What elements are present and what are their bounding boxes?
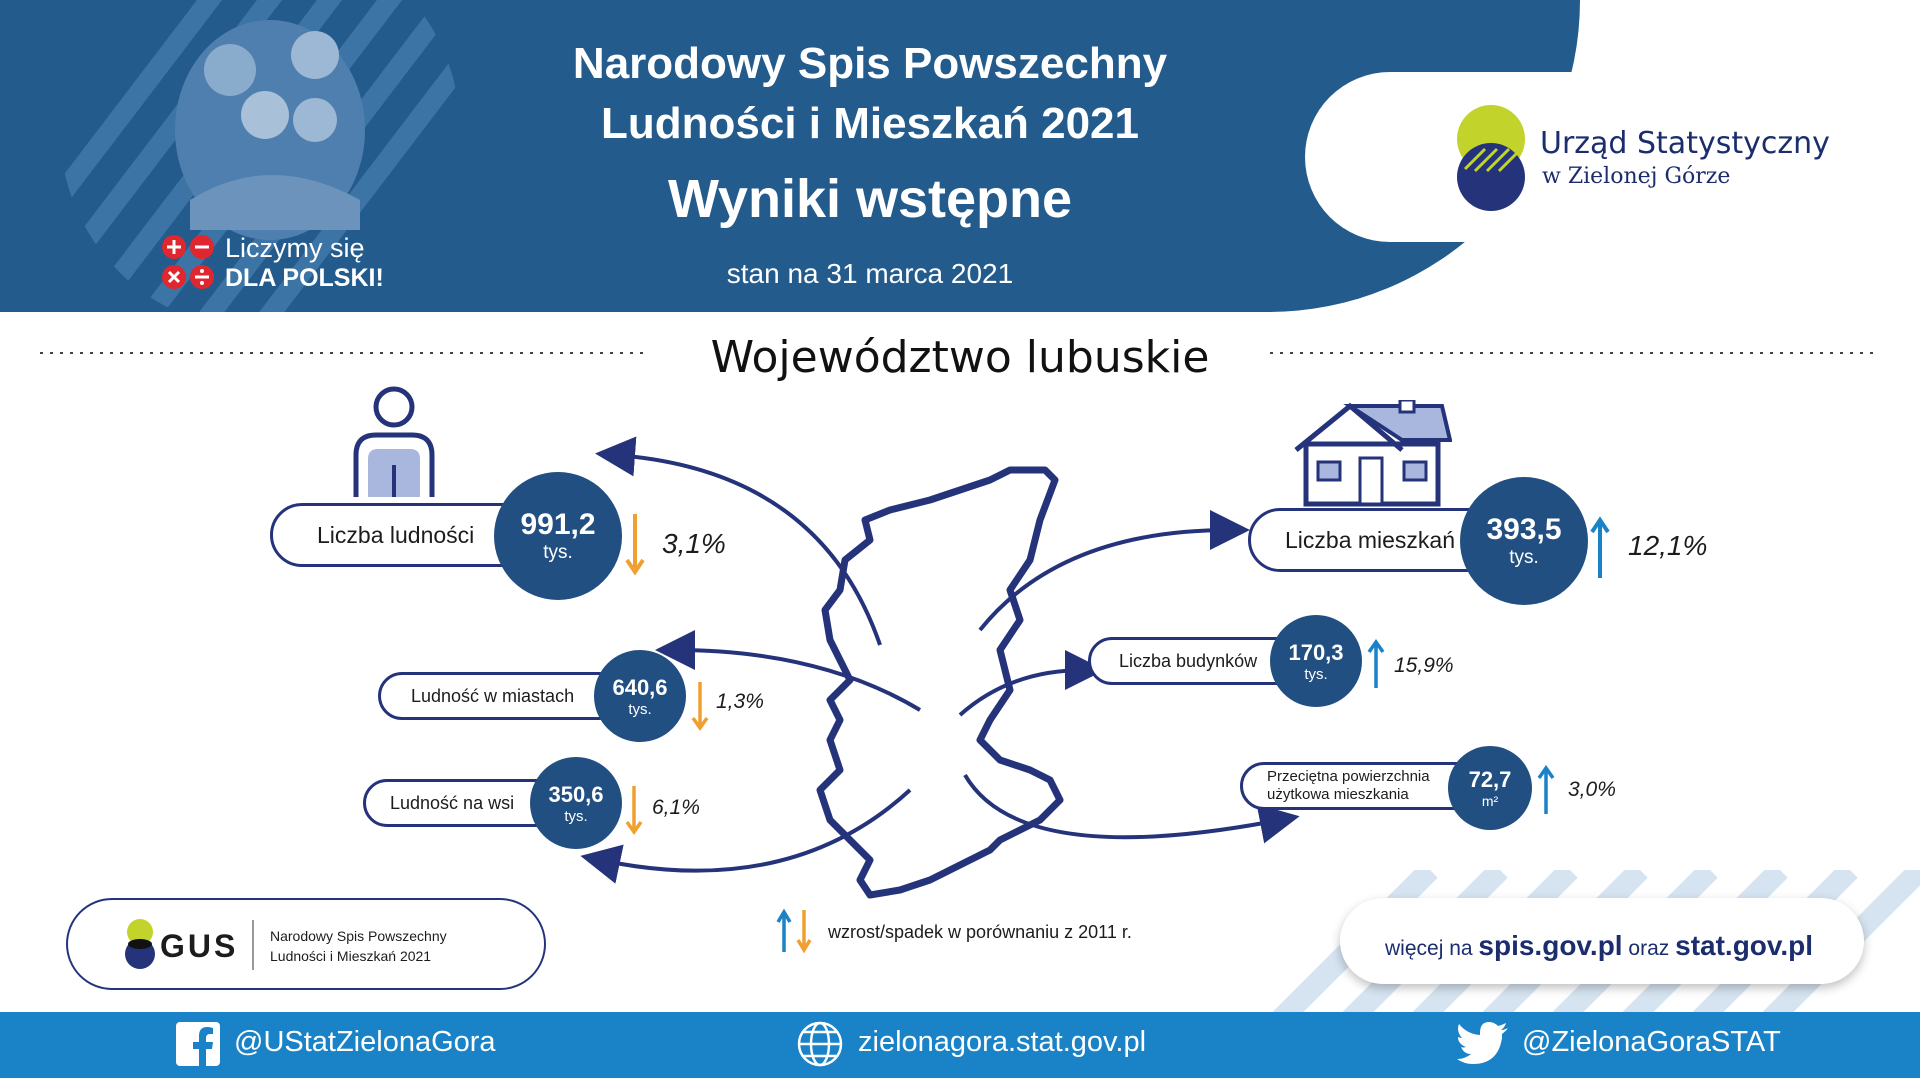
link-spis[interactable]: spis.gov.pl	[1478, 930, 1623, 961]
stat-rural-value: 350,6	[548, 781, 604, 807]
title-line2: Ludności i Mieszkań 2021	[601, 99, 1139, 148]
office-city: w Zielonej Górze	[1542, 164, 1731, 189]
office-name: Urząd Statystyczny	[1540, 126, 1830, 161]
stat-population-label: Liczba ludności	[270, 503, 530, 567]
stat-buildings-circle: 170,3 tys.	[1270, 615, 1362, 707]
footer-website[interactable]: zielonagora.stat.gov.pl	[858, 1026, 1147, 1058]
stat-rural-change: 6,1%	[652, 796, 700, 819]
globe-icon	[797, 1021, 843, 1067]
more-info-box	[1340, 898, 1864, 984]
region-title: Województwo lubuskie	[650, 332, 1270, 383]
stat-buildings-label: Liczba budynków	[1088, 637, 1288, 685]
arrow-up-icon	[1590, 516, 1610, 578]
title-line1: Narodowy Spis Powszechny	[572, 39, 1168, 88]
stat-buildings-unit: tys.	[1304, 665, 1328, 683]
stat-dwellings-value: 393,5	[1486, 513, 1562, 546]
stat-urban-label: Ludność w miastach	[378, 672, 618, 720]
stat-area-label-line2: użytkowa mieszkania	[1267, 786, 1409, 803]
family-photo	[175, 20, 365, 240]
reference-date: stan na 31 marca 2021	[726, 258, 1014, 289]
stat-area-value: 72,7	[1468, 767, 1512, 792]
more-info-text: więcej na spis.gov.pl oraz stat.gov.pl	[1385, 930, 1813, 962]
up-down-arrows-icon	[776, 908, 812, 954]
stat-population-circle: 991,2 tys.	[494, 472, 622, 600]
page-subtitle: Wyniki wstępne	[667, 169, 1073, 229]
stat-dwellings-label: Liczba mieszkań	[1248, 508, 1488, 572]
stat-urban-circle: 640,6 tys.	[594, 650, 686, 742]
office-logo-icon	[1457, 105, 1525, 211]
stat-area-circle: 72,7 m²	[1448, 746, 1532, 830]
gus-line2: Ludności i Mieszkań 2021	[270, 948, 432, 964]
slogan-line1: Liczymy się	[225, 233, 365, 263]
stat-area-label-line1: Przeciętna powierzchnia	[1267, 768, 1430, 785]
stat-urban-unit: tys.	[628, 700, 652, 718]
gus-line1: Narodowy Spis Powszechny	[270, 928, 447, 944]
arrow-up-icon	[1537, 764, 1555, 814]
stat-population-value: 991,2	[520, 508, 596, 541]
stat-area-change: 3,0%	[1568, 778, 1616, 801]
stat-rural-unit: tys.	[564, 807, 588, 825]
legend-text: wzrost/spadek w porównaniu z 2011 r.	[828, 922, 1132, 942]
stat-population-change: 3,1%	[662, 528, 726, 559]
slogan-line2: DLA POLSKI!	[225, 264, 384, 292]
footer-bar	[0, 1012, 1920, 1078]
footer-twitter[interactable]: @ZielonaGoraSTAT	[1522, 1026, 1781, 1058]
gus-logo-icon	[125, 919, 155, 969]
arrow-down-icon	[625, 514, 645, 576]
arrow-down-icon	[625, 786, 643, 836]
twitter-icon[interactable]	[1456, 1022, 1510, 1066]
page-title: Narodowy Spis Powszechny Ludności i Mies…	[520, 34, 1220, 154]
arrow-down-icon	[691, 682, 709, 732]
more-mid: oraz	[1628, 937, 1670, 960]
footer-facebook[interactable]: @UStatZielonaGora	[234, 1026, 496, 1058]
more-prefix: więcej na	[1385, 937, 1473, 960]
office-logo-box	[1305, 72, 1920, 242]
stat-dwellings-unit: tys.	[1509, 547, 1539, 568]
arrow-up-icon	[1367, 638, 1385, 688]
stat-population-unit: tys.	[543, 542, 573, 563]
person-icon	[353, 386, 435, 497]
facebook-icon[interactable]	[176, 1022, 220, 1066]
math-signs-icon	[162, 235, 214, 289]
stat-dwellings-circle: 393,5 tys.	[1460, 477, 1588, 605]
stat-urban-change: 1,3%	[716, 690, 764, 713]
stat-area-unit: m²	[1481, 793, 1499, 809]
lubuskie-map-outline	[816, 466, 1064, 899]
house-icon	[1294, 400, 1452, 507]
stat-area-label: Przeciętna powierzchnia użytkowa mieszka…	[1240, 762, 1460, 810]
stat-buildings-change: 15,9%	[1394, 654, 1454, 677]
stat-rural-circle: 350,6 tys.	[530, 757, 622, 849]
gus-divider	[252, 920, 254, 970]
stat-urban-value: 640,6	[612, 674, 668, 700]
gus-wordmark: GUS	[160, 928, 239, 964]
stat-buildings-value: 170,3	[1288, 639, 1344, 665]
stat-dwellings-change: 12,1%	[1628, 530, 1708, 561]
link-stat[interactable]: stat.gov.pl	[1675, 930, 1814, 961]
